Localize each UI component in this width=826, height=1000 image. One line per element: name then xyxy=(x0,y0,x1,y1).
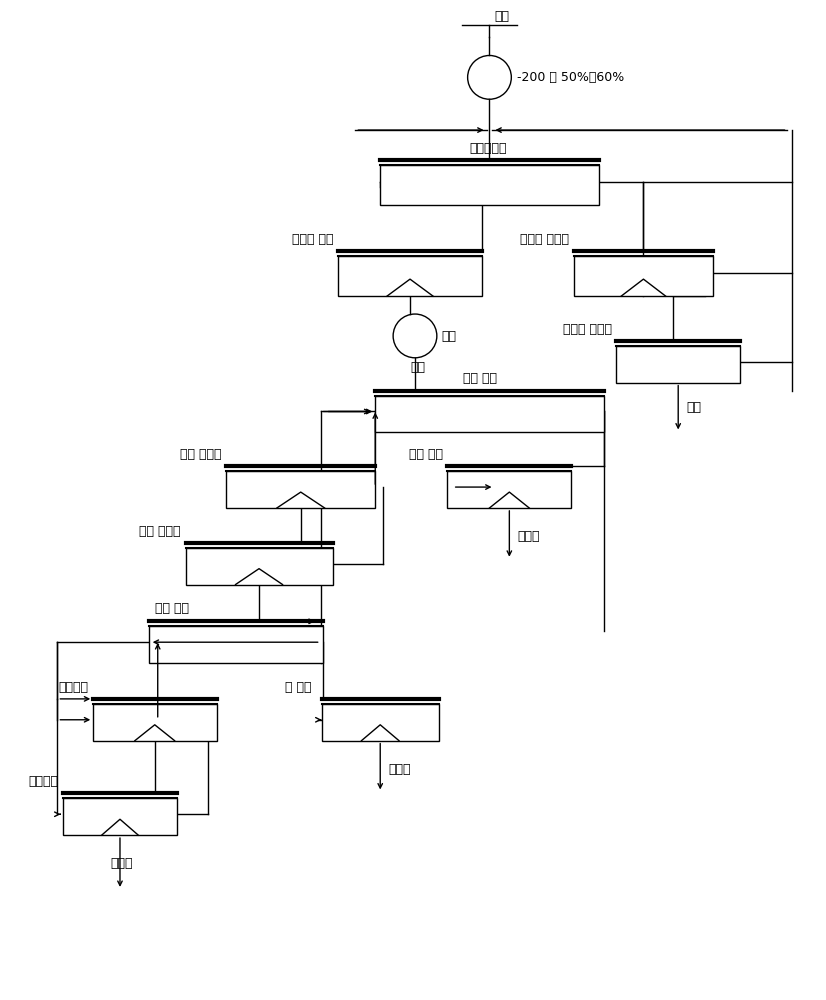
Text: 原矿: 原矿 xyxy=(495,10,510,23)
Bar xyxy=(93,704,217,741)
Text: 全混浮 扫选一: 全混浮 扫选一 xyxy=(520,233,569,246)
Bar xyxy=(338,256,482,296)
Text: 脱杂: 脱杂 xyxy=(410,361,425,374)
Text: 铅硫 精选二: 铅硫 精选二 xyxy=(139,525,181,538)
Text: 铅精矿: 铅精矿 xyxy=(110,857,132,870)
Bar xyxy=(150,626,323,663)
Text: 尾矿: 尾矿 xyxy=(686,401,701,414)
Text: 再磨: 再磨 xyxy=(442,330,457,343)
Text: 全混浮 扫选二: 全混浮 扫选二 xyxy=(563,323,612,336)
Text: 锌精矿: 锌精矿 xyxy=(517,530,540,543)
Text: 铅硫 粗选: 铅硫 粗选 xyxy=(463,372,496,385)
Bar xyxy=(226,471,375,508)
Bar xyxy=(63,798,177,835)
Text: 全混浮 精选: 全混浮 精选 xyxy=(292,233,334,246)
Bar xyxy=(447,471,572,508)
Text: 全混浮粗选: 全混浮粗选 xyxy=(470,142,507,155)
Text: 铅硫 扫选: 铅硫 扫选 xyxy=(409,448,443,461)
Bar xyxy=(616,346,740,383)
Text: 铅硫 精选一: 铅硫 精选一 xyxy=(180,448,221,461)
Text: 铅 扫选: 铅 扫选 xyxy=(285,681,311,694)
Bar xyxy=(321,704,439,741)
Bar xyxy=(375,396,604,432)
Bar xyxy=(186,548,333,585)
Text: 铅硫 分离: 铅硫 分离 xyxy=(154,602,189,615)
Text: -200 目 50%～60%: -200 目 50%～60% xyxy=(517,71,624,84)
Text: 铅精选二: 铅精选二 xyxy=(28,775,59,788)
Bar xyxy=(380,165,599,205)
Text: 硫精矿: 硫精矿 xyxy=(388,763,411,776)
Text: 铅精选一: 铅精选一 xyxy=(58,681,88,694)
Bar xyxy=(574,256,713,296)
